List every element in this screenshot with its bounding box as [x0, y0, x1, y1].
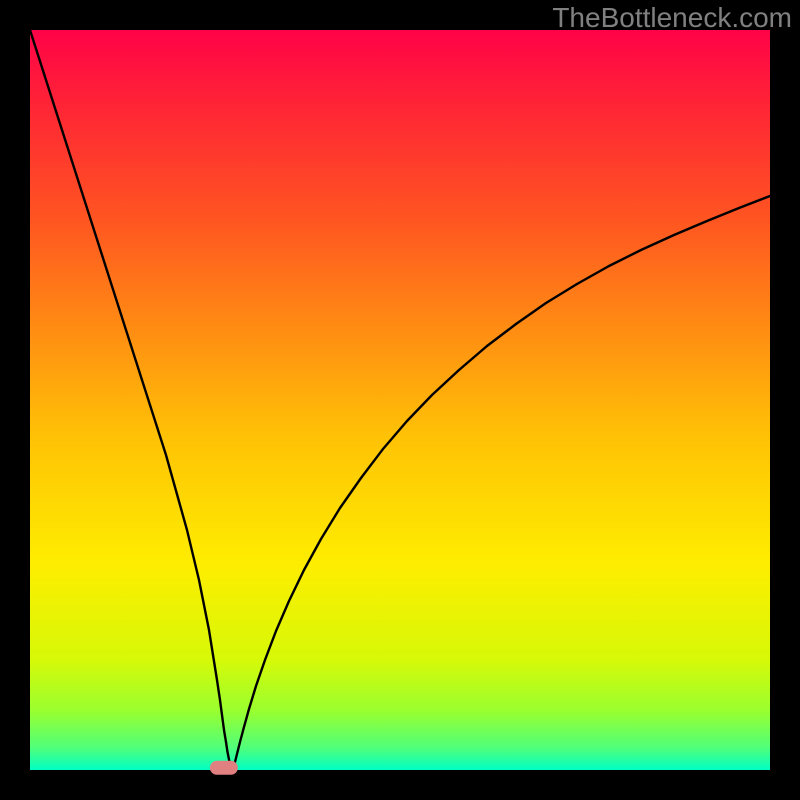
- plot-background: [30, 30, 770, 770]
- watermark-text: TheBottleneck.com: [552, 2, 792, 34]
- bottleneck-curve-chart: [0, 0, 800, 800]
- minimum-marker: [210, 761, 238, 775]
- chart-root: TheBottleneck.com: [0, 0, 800, 800]
